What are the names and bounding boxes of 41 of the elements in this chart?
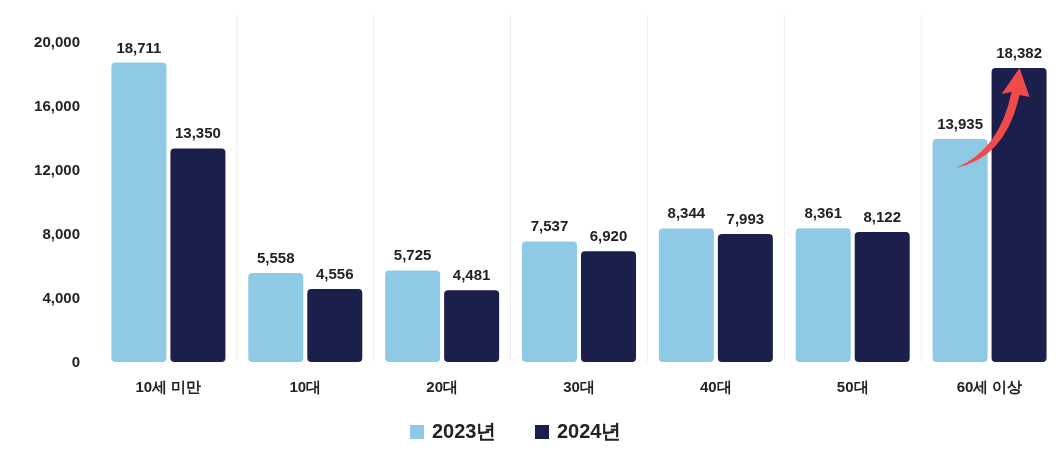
data-label: 18,711 (116, 38, 162, 56)
bar (170, 148, 226, 362)
data-label: 4,481 (452, 266, 491, 284)
data-label: 8,361 (804, 204, 842, 222)
x-tick-label: 50대 (836, 378, 869, 395)
legend-label: 2024년 (557, 420, 622, 442)
bar (717, 234, 773, 362)
x-tick-label: 10세 미만 (135, 378, 202, 395)
data-label: 4,556 (316, 265, 354, 283)
y-tick-label: 16,000 (34, 97, 80, 114)
y-tick-label: 0 (71, 353, 80, 370)
bar (854, 232, 910, 362)
data-label: 8,122 (863, 208, 901, 226)
x-tick-label: 20대 (426, 378, 458, 395)
y-tick-label: 8,000 (42, 225, 80, 242)
x-tick-label: 10대 (289, 378, 322, 395)
bar (248, 273, 304, 362)
legend-label: 2023년 (432, 420, 497, 442)
bar (581, 251, 636, 362)
y-tick-label: 20,000 (34, 33, 80, 50)
bar (795, 228, 851, 362)
bar (307, 289, 363, 362)
data-label: 13,935 (937, 115, 984, 133)
bar (658, 228, 714, 362)
y-tick-label: 4,000 (42, 289, 80, 306)
data-label: 6,920 (589, 227, 628, 245)
x-tick-label: 60세 이상 (956, 378, 1023, 395)
bar (111, 62, 167, 362)
data-label: 13,350 (174, 124, 221, 142)
data-label: 8,344 (667, 204, 706, 222)
data-label: 7,537 (530, 217, 569, 235)
x-tick-label: 40대 (700, 378, 732, 395)
bar (385, 270, 441, 362)
data-label: 5,558 (257, 249, 295, 267)
data-label: 18,382 (996, 43, 1043, 61)
y-tick-label: 12,000 (34, 161, 80, 178)
x-tick-label: 30대 (563, 378, 595, 395)
bar (522, 241, 577, 362)
bar (444, 290, 500, 362)
data-label: 5,725 (393, 246, 432, 264)
data-label: 7,993 (726, 210, 765, 228)
